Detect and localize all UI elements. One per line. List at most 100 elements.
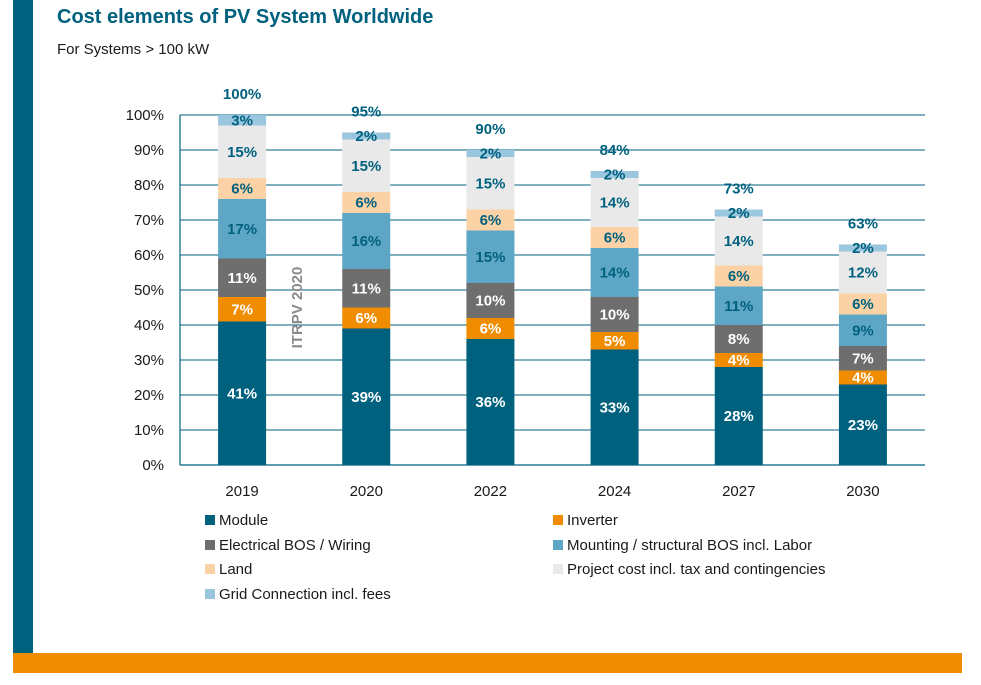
bar-segment [714, 367, 763, 465]
legend-label: Grid Connection incl. fees [219, 586, 391, 603]
y-tick-label: 50% [134, 282, 164, 299]
legend-label: Mounting / structural BOS incl. Labor [567, 537, 813, 554]
data-label: 2% [355, 128, 377, 145]
data-label: 7% [231, 301, 253, 318]
data-label: 2% [728, 205, 750, 222]
legend-item: Inverter [553, 512, 618, 530]
data-label: 33% [600, 399, 630, 416]
x-tick-label: 2020 [350, 483, 383, 500]
bar-segment [218, 321, 267, 465]
bar-segment [218, 297, 267, 322]
y-tick-label: 0% [142, 457, 164, 474]
data-label: 8% [728, 331, 750, 348]
data-label: 6% [231, 181, 253, 198]
y-tick-label: 30% [134, 352, 164, 369]
data-label: 6% [728, 268, 750, 285]
total-label: 84% [600, 142, 630, 159]
data-label: 28% [724, 408, 754, 425]
x-tick-label: 2019 [225, 483, 258, 500]
bar-segment [218, 258, 267, 297]
bar-segment [466, 150, 515, 157]
bar-segment [342, 132, 391, 140]
y-tick-label: 90% [134, 142, 164, 159]
bar-segment [466, 230, 515, 283]
bar-segment [838, 251, 887, 294]
bar-segment [714, 286, 763, 325]
bar-segment [714, 353, 763, 367]
bar-segment [714, 209, 763, 217]
total-label: 90% [475, 121, 505, 138]
chart-subtitle: For Systems > 100 kW [57, 41, 210, 58]
x-tick-label: 2024 [598, 483, 631, 500]
legend-label: Module [219, 512, 269, 529]
data-label: 36% [475, 394, 505, 411]
bar-segment [466, 209, 515, 231]
x-tick-label: 2027 [722, 483, 755, 500]
bar-segment [590, 248, 639, 297]
data-label: 15% [227, 144, 257, 161]
bar-segment [714, 216, 763, 266]
bar-segment [714, 265, 763, 287]
legend-label: Project cost incl. tax and contingencies [567, 561, 826, 578]
bar-segment [590, 297, 639, 332]
bar-segment [838, 384, 887, 465]
bar-segment [466, 318, 515, 339]
bar-segment [838, 346, 887, 371]
data-label: 2% [480, 146, 502, 163]
bar-segment [590, 171, 639, 178]
bar-segment [218, 125, 267, 178]
data-label: 7% [852, 350, 874, 367]
bar-segment [714, 325, 763, 353]
bar-segment [838, 293, 887, 315]
legend-item: Project cost incl. tax and contingencies [553, 561, 825, 579]
data-label: 4% [852, 370, 874, 387]
bar-segment [590, 349, 639, 465]
data-label: 6% [604, 230, 626, 247]
bar-segment [466, 339, 515, 465]
x-tick-label: 2022 [474, 483, 507, 500]
data-label: 16% [351, 233, 381, 250]
bar-segment [342, 307, 391, 329]
bar-segment [466, 283, 515, 318]
brand-bottom-bar [13, 653, 962, 673]
bar-segment [590, 227, 639, 248]
data-label: 14% [600, 265, 630, 282]
y-tick-label: 60% [134, 247, 164, 264]
brand-side-bar [13, 0, 33, 653]
data-label: 14% [600, 195, 630, 212]
bar-segment [838, 370, 887, 385]
total-label: 73% [724, 181, 754, 198]
y-tick-label: 10% [134, 422, 164, 439]
y-tick-label: 70% [134, 212, 164, 229]
itrpv-annotation: ITRPV 2020 [289, 267, 306, 349]
data-label: 6% [480, 212, 502, 229]
data-label: 6% [355, 195, 377, 212]
legend-swatch [205, 515, 215, 525]
chart-title: Cost elements of PV System Worldwide [57, 6, 434, 28]
legend-item: Electrical BOS / Wiring [205, 537, 371, 555]
x-tick-label: 2030 [846, 483, 879, 500]
bar-segment [838, 244, 887, 252]
y-tick-label: 100% [126, 107, 164, 124]
legend-swatch [553, 564, 563, 574]
bar-segment [466, 157, 515, 210]
data-label: 9% [852, 322, 874, 339]
data-label: 11% [352, 280, 381, 297]
data-label: 15% [351, 158, 381, 175]
y-tick-label: 80% [134, 177, 164, 194]
data-label: 3% [231, 112, 253, 129]
legend-label: Land [219, 561, 253, 578]
total-label: 63% [848, 216, 878, 233]
data-label: 15% [475, 175, 505, 192]
bar-segment [590, 178, 639, 227]
data-label: 2% [604, 167, 626, 184]
bar-segment [218, 178, 267, 199]
legend-label: Inverter [567, 512, 618, 529]
bar-segment [342, 269, 391, 308]
data-label: 14% [724, 233, 754, 250]
legend-label: Electrical BOS / Wiring [219, 537, 371, 554]
legend-swatch [205, 589, 215, 599]
bar-segment [838, 314, 887, 346]
data-label: 39% [351, 389, 381, 406]
bar-segment [342, 328, 391, 465]
